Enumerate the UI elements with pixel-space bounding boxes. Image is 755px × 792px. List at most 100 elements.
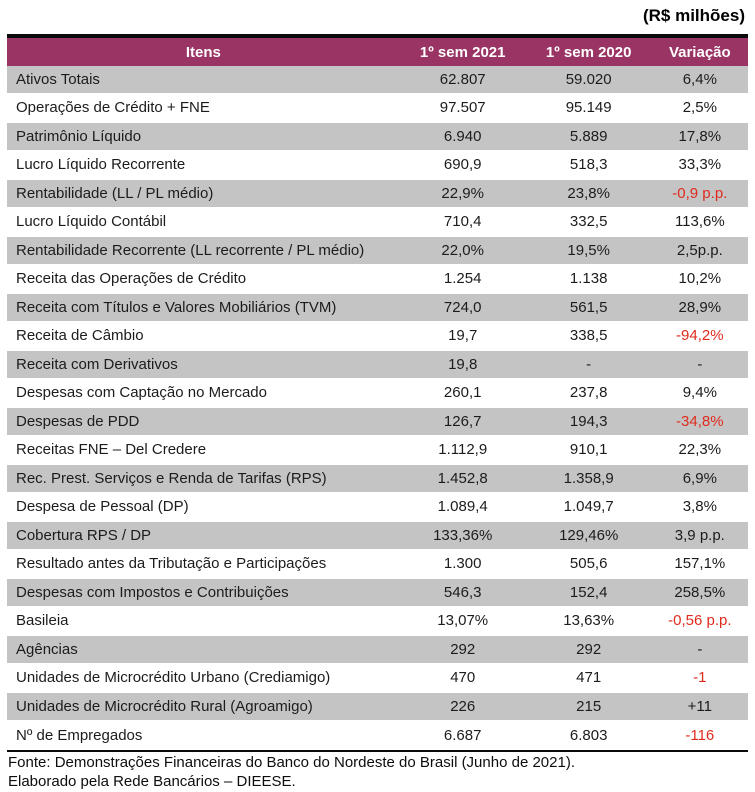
table-row: Patrimônio Líquido 6.940 5.889 17,8% — [7, 123, 748, 152]
row-value-sem2020: 95.149 — [565, 99, 612, 117]
row-item-label: Agências — [16, 640, 78, 658]
row-value-sem2020: 19,5% — [567, 241, 610, 259]
table-row: Unidades de Microcrédito Urbano (Crediam… — [7, 664, 748, 693]
row-item-label: Receita das Operações de Crédito — [16, 270, 247, 288]
row-value-variacao: +11 — [687, 697, 712, 715]
row-value-sem2021: 724,0 — [443, 298, 482, 316]
row-value-sem2020: 505,6 — [569, 555, 608, 573]
row-value-sem2020: - — [586, 355, 592, 373]
row-value-sem2021: 126,7 — [443, 412, 482, 430]
table-row: Despesas com Impostos e Contribuições 546… — [7, 579, 748, 608]
row-value-sem2020: 129,46% — [559, 526, 619, 544]
row-value-variacao: -116 — [685, 727, 715, 745]
row-value-variacao: -1 — [693, 669, 707, 687]
row-value-sem2020: 471 — [576, 669, 602, 687]
row-value-variacao: 3,9 p.p. — [674, 526, 725, 544]
table-row: Rec. Prest. Serviços e Renda de Tarifas … — [7, 465, 748, 494]
row-item-label: Lucro Líquido Contábil — [16, 213, 167, 231]
row-value-variacao: 6,4% — [682, 70, 717, 88]
column-header-variacao: Variação — [668, 43, 731, 61]
row-value-variacao: - — [697, 640, 703, 658]
row-value-sem2020: 338,5 — [569, 327, 608, 345]
row-value-sem2020: 561,5 — [569, 298, 608, 316]
row-value-sem2021: 260,1 — [443, 384, 482, 402]
row-item-label: Despesas com Impostos e Contribuições — [16, 583, 289, 601]
table-row: Unidades de Microcrédito Rural (Agroamig… — [7, 693, 748, 722]
row-value-sem2021: 97.507 — [439, 99, 486, 117]
row-value-variacao: 22,3% — [678, 441, 722, 459]
row-value-sem2021: 1.300 — [443, 555, 482, 573]
row-value-variacao: 33,3% — [678, 156, 722, 174]
row-value-sem2021: 19,8 — [448, 355, 478, 373]
row-value-variacao: -0,9 p.p. — [672, 184, 728, 202]
row-value-variacao: - — [697, 355, 703, 373]
row-value-variacao: 6,9% — [682, 469, 717, 487]
row-item-label: Receita com Títulos e Valores Mobiliário… — [16, 298, 337, 316]
row-value-variacao: 10,2% — [678, 270, 722, 288]
row-value-sem2021: 1.254 — [443, 270, 482, 288]
row-value-sem2021: 22,9% — [441, 184, 484, 202]
row-value-variacao: 3,8% — [682, 498, 717, 516]
row-value-variacao: 258,5% — [674, 583, 726, 601]
table-row: Receita com Derivativos 19,8 - - — [7, 351, 748, 380]
row-item-label: Rec. Prest. Serviços e Renda de Tarifas … — [16, 469, 327, 487]
row-item-label: Cobertura RPS / DP — [16, 526, 152, 544]
row-value-sem2020: 1.049,7 — [563, 498, 614, 516]
row-value-sem2021: 1.112,9 — [438, 441, 488, 459]
table-row: Rentabilidade (LL / PL médio) 22,9% 23,8% -… — [7, 180, 748, 209]
row-value-sem2020: 1.138 — [569, 270, 608, 288]
table-row: Receita de Câmbio 19,7 338,5 -94,2% — [7, 322, 748, 351]
table-row: Nº de Empregados 6.687 6.803 -116 — [7, 721, 748, 750]
row-value-sem2021: 1.089,4 — [437, 498, 488, 516]
row-value-variacao: 28,9% — [678, 298, 722, 316]
row-value-sem2021: 62.807 — [439, 70, 486, 88]
row-item-label: Operações de Crédito + FNE — [16, 99, 210, 117]
row-value-variacao: 2,5% — [682, 99, 717, 117]
row-value-sem2020: 152,4 — [569, 583, 608, 601]
table-row: Despesa de Pessoal (DP) 1.089,4 1.049,7 3,8… — [7, 493, 748, 522]
row-item-label: Rentabilidade (LL / PL médio) — [16, 184, 214, 202]
units-note: (R$ milhões) — [642, 6, 745, 25]
row-value-sem2021: 292 — [450, 640, 476, 658]
row-item-label: Despesas de PDD — [16, 412, 140, 430]
row-value-sem2020: 59.020 — [565, 70, 612, 88]
row-value-sem2020: 292 — [576, 640, 602, 658]
table-row: Rentabilidade Recorrente (LL recorrente … — [7, 237, 748, 266]
row-value-sem2020: 518,3 — [569, 156, 608, 174]
row-value-variacao: 17,8% — [678, 127, 722, 145]
column-header-sem2020: 1º sem 2020 — [545, 43, 632, 61]
table-header-row: Itens 1º sem 2021 1º sem 2020 Variação — [7, 38, 748, 66]
row-value-sem2020: 6.803 — [569, 727, 608, 745]
row-value-sem2021: 1.452,8 — [437, 469, 488, 487]
row-value-sem2020: 332,5 — [569, 213, 608, 231]
table-row: Despesas com Captação no Mercado 260,1 237… — [7, 379, 748, 408]
row-value-sem2021: 226 — [450, 697, 476, 715]
row-value-sem2021: 19,7 — [448, 327, 478, 345]
table-row: Ativos Totais 62.807 59.020 6,4% — [7, 66, 748, 95]
table-row: Receita com Títulos e Valores Mobiliário… — [7, 294, 748, 323]
row-item-label: Patrimônio Líquido — [16, 127, 142, 145]
row-item-label: Rentabilidade Recorrente (LL recorrente … — [16, 241, 365, 259]
row-value-sem2020: 5.889 — [569, 127, 608, 145]
table-footnote: Fonte: Demonstrações Financeiras do Banc… — [8, 754, 747, 791]
row-value-variacao: 2,5p.p. — [676, 241, 723, 259]
table-body: Ativos Totais 62.807 59.020 6,4% Operações d… — [7, 66, 748, 750]
row-value-sem2021: 546,3 — [443, 583, 482, 601]
row-item-label: Ativos Totais — [16, 70, 100, 88]
row-item-label: Unidades de Microcrédito Rural (Agroamig… — [16, 697, 313, 715]
row-value-sem2021: 470 — [450, 669, 476, 687]
table-row: Receita das Operações de Crédito 1.254 1.1… — [7, 265, 748, 294]
row-value-sem2020: 23,8% — [567, 184, 610, 202]
row-value-variacao: 157,1% — [674, 555, 726, 573]
row-item-label: Resultado antes da Tributação e Particip… — [16, 555, 327, 573]
table-row: Lucro Líquido Contábil 710,4 332,5 113,6% — [7, 208, 748, 237]
column-header-sem2021: 1º sem 2021 — [419, 43, 506, 61]
table-row: Receitas FNE – Del Credere 1.112,9 910,1 22… — [7, 436, 748, 465]
table-row: Resultado antes da Tributação e Particip… — [7, 550, 748, 579]
table-row: Basileia 13,07% 13,63% -0,56 p.p. — [7, 607, 748, 636]
column-header-itens: Itens — [185, 43, 221, 61]
row-value-sem2021: 6.687 — [443, 727, 482, 745]
row-value-sem2020: 237,8 — [569, 384, 608, 402]
row-value-variacao: -94,2% — [676, 327, 724, 345]
row-value-sem2020: 910,1 — [569, 441, 608, 459]
